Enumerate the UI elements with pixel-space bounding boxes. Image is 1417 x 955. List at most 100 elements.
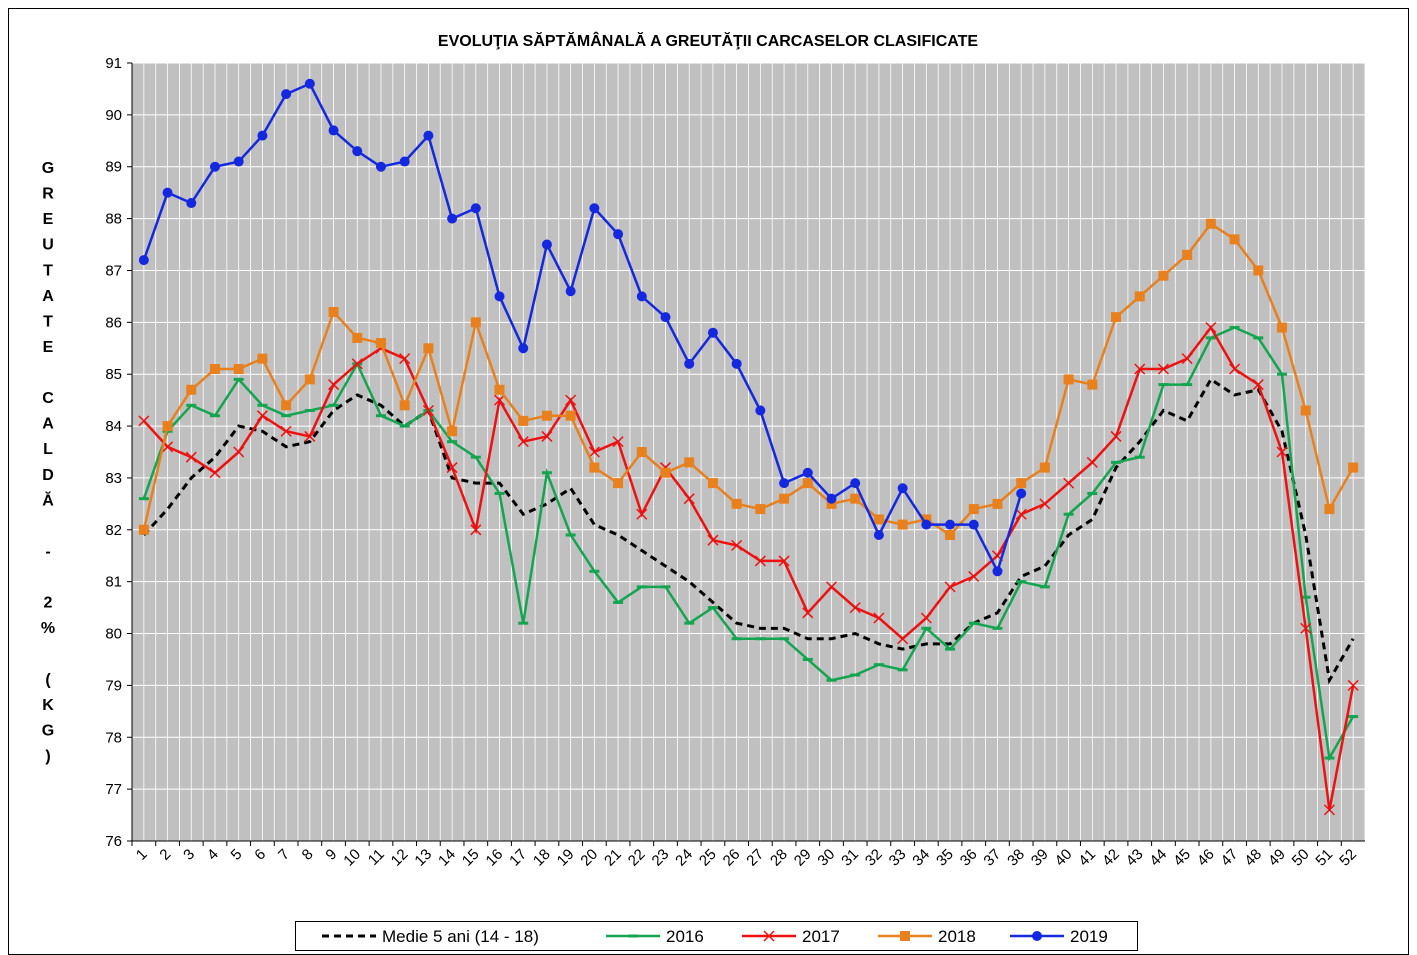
marker [1039,498,1051,510]
marker [399,424,410,428]
marker [873,612,885,624]
marker [565,410,576,421]
marker [779,637,790,641]
y-tick-label: 77 [105,781,122,798]
marker [518,343,529,354]
marker [613,478,624,489]
y-tick-label: 84 [105,418,122,435]
marker [1229,234,1240,245]
marker [850,673,861,677]
marker [850,478,861,489]
marker [684,358,695,369]
marker [1229,326,1240,330]
marker [423,343,434,354]
marker [209,364,220,375]
y-tick-label: 87 [105,262,122,279]
marker [1158,270,1169,281]
marker [589,569,600,573]
marker [588,446,600,458]
marker [281,400,292,411]
marker [684,457,695,468]
marker [1300,405,1311,416]
marker [1134,291,1145,302]
marker [1252,379,1264,391]
marker [897,519,908,530]
marker [992,566,1003,577]
vertical-grid [131,63,1366,841]
marker [660,312,671,323]
marker [1205,321,1217,334]
marker [1111,460,1122,464]
marker [826,678,837,682]
y-tick-label: 78 [105,729,122,746]
marker [1016,478,1027,489]
marker [494,491,505,495]
marker [1300,622,1312,634]
marker [494,384,505,395]
marker [707,327,718,338]
marker [850,493,861,504]
marker [1205,336,1216,340]
marker [186,198,197,209]
marker [1157,363,1169,375]
marker [304,374,315,385]
marker [423,130,434,141]
marker [185,451,197,463]
marker [1300,595,1311,599]
marker [992,626,1003,630]
marker [1158,383,1169,387]
marker [1277,322,1288,333]
marker [399,353,411,365]
y-tick-label: 83 [105,470,122,487]
marker [375,414,386,418]
marker [209,161,220,172]
marker [281,89,292,100]
marker [731,498,742,509]
marker [447,440,458,444]
marker [1016,580,1027,584]
legend-label: 2018 [938,927,976,946]
marker [779,493,790,504]
marker [826,493,837,504]
marker [944,581,956,593]
legend-label: 2016 [666,927,704,946]
marker [1039,462,1050,473]
marker [352,146,363,157]
marker [636,291,647,302]
marker [1323,804,1335,816]
marker [1277,372,1288,376]
legend-label: 2019 [1070,927,1108,946]
marker [825,581,838,593]
marker [683,493,695,505]
marker [138,255,149,266]
marker [1229,363,1241,375]
marker [628,934,638,938]
marker [873,514,884,525]
marker [897,668,908,672]
y-tick-label: 89 [105,159,122,176]
marker [1324,756,1335,760]
marker [304,78,315,89]
marker [1111,312,1122,323]
marker [209,414,220,418]
marker [1253,336,1264,340]
marker [660,585,671,589]
marker [968,504,979,515]
marker [257,353,268,364]
marker [1182,249,1193,260]
marker [945,647,956,651]
marker [162,187,173,198]
marker [1347,679,1359,691]
marker [186,384,197,395]
y-tick-label: 88 [105,211,122,228]
marker [1063,477,1075,489]
marker [802,607,814,619]
series-line [142,222,1355,537]
marker [873,529,884,540]
marker [186,403,197,407]
marker [802,657,813,661]
marker [968,519,979,530]
marker [779,478,790,489]
marker [921,626,932,630]
marker [731,539,743,551]
